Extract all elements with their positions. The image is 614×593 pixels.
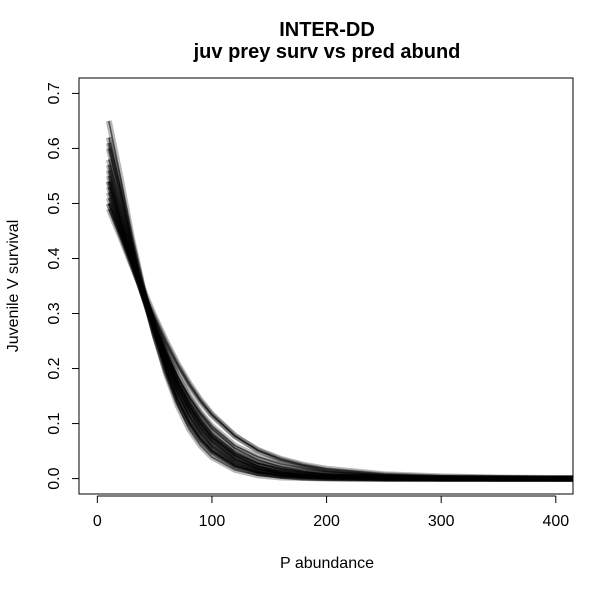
- series-line-2: [105, 136, 573, 482]
- curve-group: [105, 120, 573, 482]
- y-tick-label: 0.5: [46, 192, 63, 214]
- series-line-6: [105, 191, 573, 482]
- series-line-8: [105, 120, 573, 482]
- x-tick-label: 200: [313, 513, 340, 530]
- series-line-core-12: [108, 197, 573, 480]
- series-line-13: [105, 175, 573, 482]
- series-line-5: [105, 147, 573, 482]
- series-line-15: [106, 202, 573, 482]
- series-line-9: [106, 207, 573, 482]
- y-tick-label: 0.2: [46, 357, 63, 379]
- series-line-core-16: [108, 181, 573, 480]
- y-tick-label: 0.4: [46, 247, 63, 269]
- plot-frame: [78, 77, 574, 495]
- y-tick-label: 0.7: [46, 82, 63, 104]
- x-axis: 0 100 200 300 400: [93, 495, 569, 530]
- y-tick-label: 0.3: [46, 302, 63, 324]
- series-line-10: [105, 186, 573, 482]
- series-line-core-11: [108, 159, 573, 480]
- chart-title: INTER-DD: [279, 19, 375, 41]
- series-line-core-14: [108, 142, 573, 480]
- series-line-11: [105, 158, 573, 482]
- x-axis-label: P abundance: [280, 555, 374, 572]
- y-tick-label: 0.1: [46, 412, 63, 434]
- series-line-14: [105, 142, 573, 482]
- series-line-4: [105, 164, 573, 482]
- x-tick-label: 300: [428, 513, 455, 530]
- series-line-7: [105, 169, 573, 482]
- series-line-core-9: [108, 208, 573, 479]
- series-line-core-3: [108, 203, 573, 480]
- series-line-1: [105, 180, 573, 482]
- series-line-core-8: [108, 120, 573, 480]
- series-line-core-1: [108, 181, 573, 480]
- series-line-16: [105, 180, 573, 482]
- series-line-3: [105, 202, 573, 482]
- x-tick-label: 100: [199, 513, 226, 530]
- y-tick-label: 0.6: [46, 137, 63, 159]
- series-line-core-13: [108, 175, 573, 480]
- series-line-core-7: [108, 170, 573, 480]
- series-line-core-5: [108, 148, 573, 480]
- series-line-core-2: [108, 137, 573, 480]
- chart-subtitle: juv prey surv vs pred abund: [193, 41, 461, 63]
- series-line-12: [105, 196, 573, 482]
- x-tick-label: 400: [542, 513, 569, 530]
- series-line-core-6: [108, 192, 573, 480]
- x-tick-label: 0: [93, 513, 102, 530]
- series-line-core-15: [108, 203, 573, 480]
- series-line-core-4: [108, 164, 573, 480]
- y-axis-label: Juvenile V survival: [5, 220, 22, 353]
- y-tick-label: 0.0: [46, 467, 63, 489]
- series-line-core-10: [108, 186, 573, 480]
- y-axis: 0.0 0.1 0.2 0.3 0.4 0.5 0.6 0.7: [46, 82, 80, 490]
